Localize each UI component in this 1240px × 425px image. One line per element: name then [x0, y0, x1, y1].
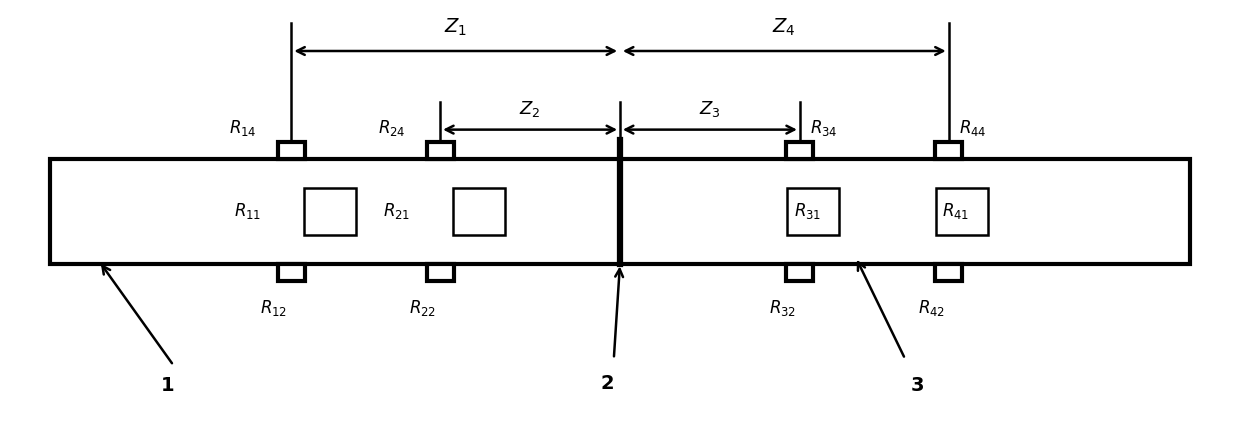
- Bar: [427, 264, 454, 280]
- Text: $R_{41}$: $R_{41}$: [942, 201, 970, 221]
- Text: $R_{32}$: $R_{32}$: [769, 298, 796, 317]
- Text: $Z_2$: $Z_2$: [520, 99, 541, 119]
- Bar: [786, 264, 813, 280]
- Text: $R_{11}$: $R_{11}$: [234, 201, 262, 221]
- Bar: [787, 188, 839, 235]
- Text: 2: 2: [601, 374, 614, 393]
- Text: $R_{34}$: $R_{34}$: [810, 118, 837, 138]
- Bar: [453, 188, 505, 235]
- Text: $R_{42}$: $R_{42}$: [918, 298, 945, 317]
- Bar: [278, 264, 305, 280]
- Bar: [935, 264, 962, 280]
- Text: $Z_3$: $Z_3$: [699, 99, 720, 119]
- Text: $Z_4$: $Z_4$: [773, 17, 796, 38]
- Bar: [935, 142, 962, 159]
- Text: $R_{44}$: $R_{44}$: [959, 118, 986, 138]
- Text: $R_{24}$: $R_{24}$: [378, 118, 405, 138]
- Bar: [304, 188, 356, 235]
- Bar: [936, 188, 988, 235]
- Text: $R_{14}$: $R_{14}$: [229, 118, 257, 138]
- Text: $R_{22}$: $R_{22}$: [409, 298, 436, 317]
- Bar: [50, 159, 1190, 264]
- Text: $R_{12}$: $R_{12}$: [260, 298, 288, 317]
- Text: 3: 3: [911, 376, 924, 395]
- Bar: [786, 142, 813, 159]
- Text: $R_{31}$: $R_{31}$: [794, 201, 821, 221]
- Text: $Z_1$: $Z_1$: [444, 17, 467, 38]
- Text: $R_{21}$: $R_{21}$: [383, 201, 410, 221]
- Bar: [278, 142, 305, 159]
- Bar: [427, 142, 454, 159]
- Text: 1: 1: [161, 376, 174, 395]
